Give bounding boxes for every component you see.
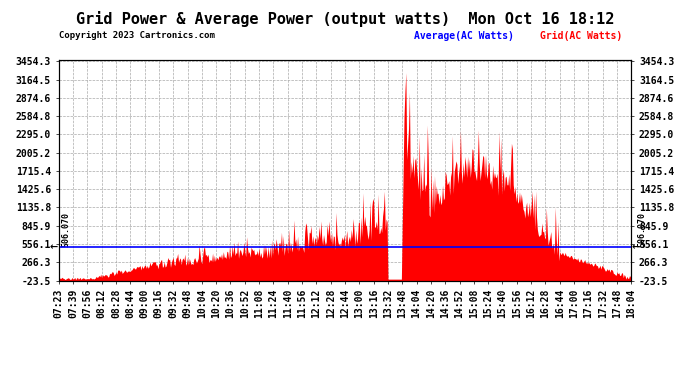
Text: Average(AC Watts): Average(AC Watts) <box>414 31 513 41</box>
Text: 506.070: 506.070 <box>61 212 70 247</box>
Text: Grid Power & Average Power (output watts)  Mon Oct 16 18:12: Grid Power & Average Power (output watts… <box>76 11 614 27</box>
Text: ←: ← <box>50 242 58 252</box>
Text: ←: ← <box>632 242 640 252</box>
Text: Grid(AC Watts): Grid(AC Watts) <box>540 31 622 41</box>
Text: 506.070: 506.070 <box>637 212 646 247</box>
Text: Copyright 2023 Cartronics.com: Copyright 2023 Cartronics.com <box>59 31 215 40</box>
